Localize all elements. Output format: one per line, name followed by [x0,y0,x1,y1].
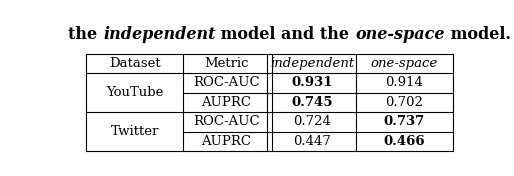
Text: Twitter: Twitter [111,125,159,138]
Text: independent: independent [270,57,355,70]
Text: ROC-AUC: ROC-AUC [193,115,260,128]
Text: one-space: one-space [371,57,438,70]
Text: 0.466: 0.466 [383,135,425,148]
Text: Dataset: Dataset [109,57,160,70]
Text: the: the [68,26,103,43]
Text: 0.931: 0.931 [292,76,333,89]
Text: 0.737: 0.737 [383,115,425,128]
Text: independent: independent [103,26,215,43]
Text: ROC-AUC: ROC-AUC [193,76,260,89]
Text: 0.745: 0.745 [292,96,333,109]
Text: AUPRC: AUPRC [201,96,251,109]
Text: YouTube: YouTube [106,86,163,99]
Text: 0.447: 0.447 [293,135,332,148]
Text: Metric: Metric [204,57,249,70]
Text: one-space: one-space [355,26,445,43]
Text: 0.914: 0.914 [385,76,423,89]
Text: 0.724: 0.724 [293,115,332,128]
Text: 0.702: 0.702 [385,96,423,109]
Text: AUPRC: AUPRC [201,135,251,148]
Text: model.: model. [445,26,510,43]
Text: model and the: model and the [215,26,355,43]
